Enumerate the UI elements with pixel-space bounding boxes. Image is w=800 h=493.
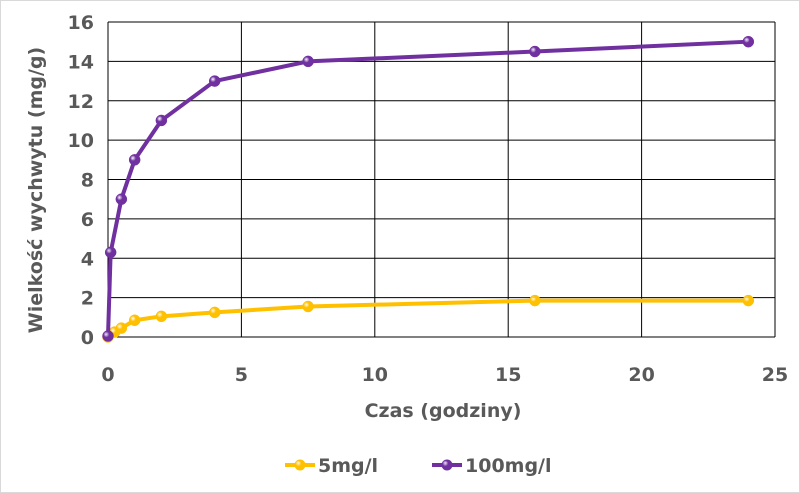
x-tick-label: 25 [762,364,788,386]
data-point [208,306,221,319]
data-point [128,314,141,327]
data-point [104,246,117,259]
data-point [742,35,755,48]
series-100mg-l [102,35,755,342]
y-tick-label: 2 [81,288,94,310]
y-tick-label: 12 [68,91,94,113]
legend-marker [294,459,306,471]
data-point [529,294,541,307]
legend-label: 5mg/l [318,455,378,477]
data-point [155,310,168,323]
y-tick-labels: 0 2 4 6 8 10 12 14 16 [68,12,94,349]
data-point [128,154,141,166]
legend-marker [441,459,453,471]
legend: 5mg/l 100mg/l [285,455,552,477]
y-tick-label: 0 [81,327,94,349]
y-tick-label: 8 [81,170,94,192]
series-5mg-l [102,294,755,343]
data-point [115,322,128,334]
legend-item: 100mg/l [432,455,552,477]
x-tick-label: 10 [362,364,388,386]
y-tick-label: 4 [81,248,94,270]
x-tick-labels: 0 5 10 15 20 25 [101,364,788,386]
data-point [302,300,314,313]
data-point [115,193,128,205]
data-point [208,75,221,87]
y-axis-label: Wielkość wychwytu (mg/g) [25,47,47,333]
x-axis-label: Czas (godziny) [365,400,522,422]
y-tick-label: 6 [81,209,94,231]
data-point [742,294,755,307]
grid [107,21,776,338]
data-point [529,45,541,58]
x-tick-label: 15 [495,364,521,386]
data-point [155,114,168,127]
legend-item: 5mg/l [285,455,378,477]
series-line [106,298,749,339]
y-tick-label: 16 [68,12,94,34]
data-point [302,55,314,68]
x-tick-label: 5 [235,364,248,386]
legend-label: 100mg/l [465,455,552,477]
series-layer [102,35,755,343]
x-tick-label: 20 [628,364,654,386]
series-line [106,39,749,337]
y-tick-label: 14 [68,51,94,73]
x-tick-label: 0 [101,364,114,386]
data-point [102,330,114,342]
y-tick-label: 10 [68,130,94,152]
